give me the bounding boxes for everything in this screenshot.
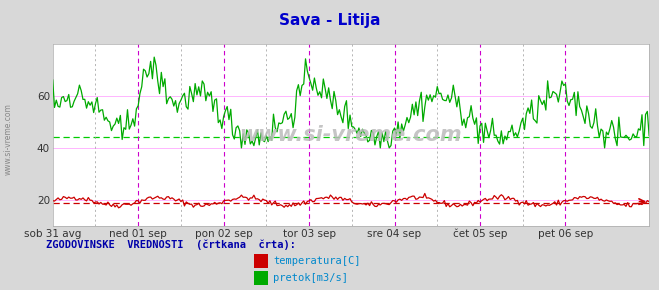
Text: Sava - Litija: Sava - Litija [279,13,380,28]
Text: ZGODOVINSKE  VREDNOSTI  (črtkana  črta):: ZGODOVINSKE VREDNOSTI (črtkana črta): [46,239,296,250]
Text: www.si-vreme.com: www.si-vreme.com [3,103,13,175]
Text: temperatura[C]: temperatura[C] [273,256,361,266]
Text: www.si-vreme.com: www.si-vreme.com [240,125,462,145]
Text: pretok[m3/s]: pretok[m3/s] [273,273,349,283]
